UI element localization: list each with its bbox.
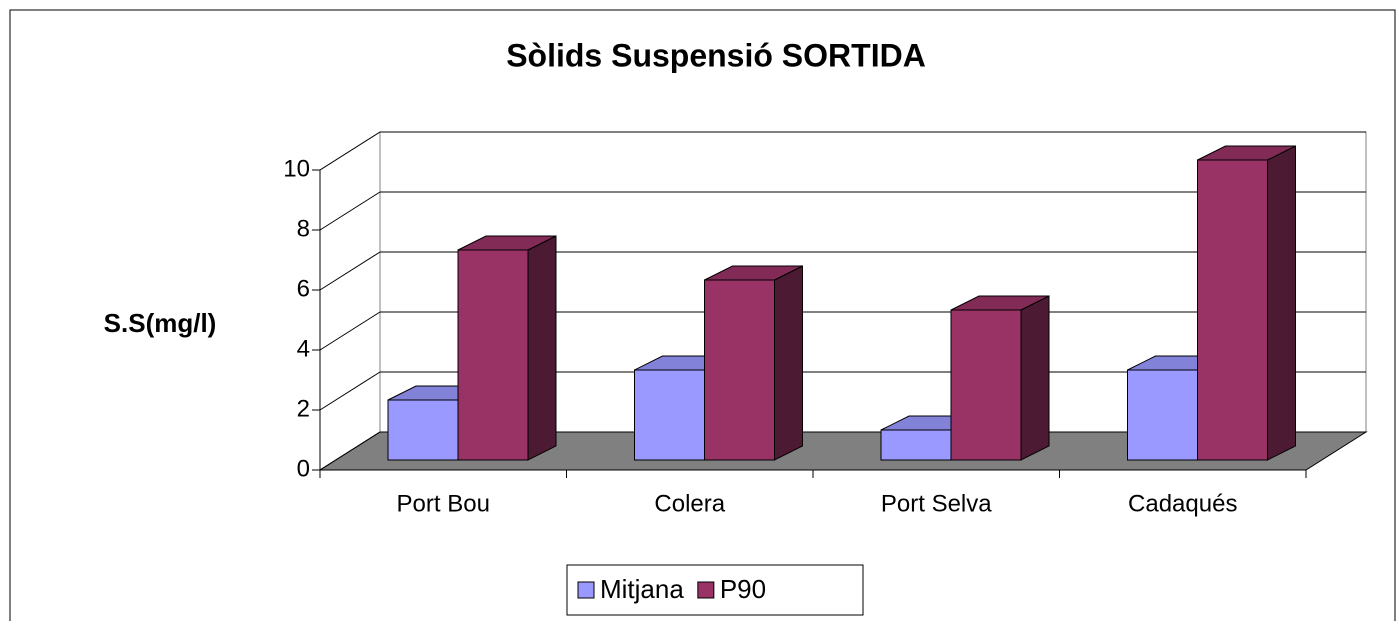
y-tick-label: 6 bbox=[297, 275, 310, 302]
legend-box bbox=[566, 564, 864, 616]
bar bbox=[1127, 369, 1198, 461]
grid-line-side bbox=[319, 311, 381, 351]
legend-label: Mitjana bbox=[600, 574, 684, 604]
bar bbox=[1197, 159, 1268, 461]
bar bbox=[387, 399, 459, 461]
bar bbox=[704, 279, 775, 461]
bar-side bbox=[527, 235, 557, 461]
x-tick-label: Colera bbox=[654, 490, 725, 517]
grid-line-side bbox=[319, 371, 381, 411]
bar-side bbox=[774, 265, 803, 461]
x-tick-label: Port Bou bbox=[397, 490, 490, 517]
grid-line-side bbox=[319, 131, 381, 171]
bar bbox=[950, 309, 1022, 461]
y-tick-label: 4 bbox=[297, 335, 310, 362]
y-tick-label: 10 bbox=[283, 155, 310, 182]
y-tick-label: 8 bbox=[297, 215, 310, 242]
y-tick-label: 2 bbox=[297, 395, 310, 422]
bar bbox=[457, 249, 529, 461]
bar bbox=[634, 369, 705, 461]
y-axis-label: S.S(mg/l) bbox=[104, 308, 217, 338]
grid-line-side bbox=[319, 251, 381, 291]
bar-side bbox=[1267, 145, 1296, 461]
bar bbox=[880, 429, 952, 461]
grid-line-side bbox=[319, 431, 381, 471]
legend-swatch bbox=[577, 581, 595, 599]
legend-swatch bbox=[697, 581, 715, 599]
side-wall bbox=[319, 131, 381, 471]
legend-label: P90 bbox=[720, 574, 766, 604]
chart-title: Sòlids Suspensió SORTIDA bbox=[506, 37, 926, 73]
x-tick-label: Cadaqués bbox=[1128, 490, 1237, 517]
grid-line-side bbox=[319, 191, 381, 231]
y-tick-label: 0 bbox=[297, 455, 310, 482]
x-tick-label: Port Selva bbox=[881, 490, 992, 517]
bar-side bbox=[1020, 295, 1050, 461]
